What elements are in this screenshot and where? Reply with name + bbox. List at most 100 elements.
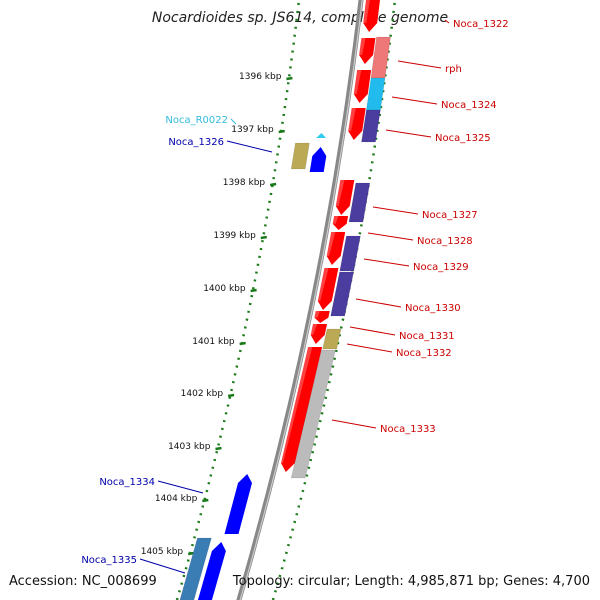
cog-block-purple (361, 109, 381, 143)
gene-leader-line (397, 60, 442, 69)
tick-label: 1401 kbp (192, 337, 235, 347)
gene-leader-line (139, 558, 186, 574)
gene-leader-line (157, 480, 204, 494)
gene-label: Noca_1329 (413, 262, 469, 273)
forward-gene-arrow (308, 324, 327, 344)
gene-shine (324, 232, 336, 256)
gene-leader-line (230, 118, 237, 125)
cog-block-purple (348, 182, 371, 223)
gene-arrow-body (332, 216, 349, 230)
gene-label: Noca_1324 (441, 100, 497, 111)
gene-shine (352, 70, 362, 94)
gene-label: Noca_1327 (422, 210, 478, 221)
gene-leader-line (226, 140, 273, 153)
gene-leader-line (363, 258, 410, 267)
gene-label: Noca_1331 (399, 331, 455, 342)
gene-arrow-body (197, 542, 226, 600)
gene-label: rph (445, 64, 462, 75)
gene-arrow-body (314, 311, 330, 323)
tick-label: 1396 kbp (239, 72, 282, 82)
gene-label: Noca_1335 (81, 555, 137, 566)
kbp-tick (202, 498, 209, 503)
gene-arrow-body (363, 0, 380, 32)
kbp-tick (269, 182, 277, 187)
gene-leader-line (391, 96, 438, 105)
gene-label: Noca_1325 (435, 133, 491, 144)
tick-label: 1397 kbp (231, 125, 274, 135)
gene-shine (357, 38, 366, 55)
gene-label: Noca_1332 (396, 348, 452, 359)
trna-marker (316, 133, 327, 138)
gene-shine (278, 347, 313, 463)
gene-leader-line (367, 232, 414, 241)
gene-shine (316, 268, 329, 301)
forward-gene-arrow (352, 70, 372, 103)
forward-gene-arrow (324, 232, 346, 265)
gene-label: Noca_R0022 (165, 115, 228, 126)
cog-block-purple (339, 235, 361, 272)
kbp-tick (239, 341, 246, 346)
forward-gene-arrow (316, 268, 339, 310)
gene-label: Noca_1326 (168, 137, 224, 148)
forward-gene-arrow (346, 108, 366, 140)
gene-arrow-body (353, 70, 372, 103)
gene-arrow-body (317, 268, 339, 310)
gene-shine (308, 324, 318, 335)
tick-label: 1403 kbp (168, 442, 211, 452)
kbp-tick (250, 288, 257, 293)
gene-arrow-body (281, 347, 323, 472)
gene-shine (362, 0, 370, 23)
forward-gene-arrow (331, 216, 349, 230)
kbp-tick (227, 393, 235, 398)
gene-arrow-body (309, 147, 327, 172)
gene-leader-line (355, 298, 402, 308)
cog-block-purple (330, 271, 354, 317)
tick-label: 1398 kbp (223, 178, 266, 188)
gene-leader-line (385, 129, 432, 138)
reverse-gene-arrow (309, 147, 327, 172)
accession-text: Accession: NC_008699 (9, 574, 157, 589)
gene-label: Noca_1333 (380, 424, 436, 435)
topology-text: Topology: circular; Length: 4,985,871 bp… (232, 574, 590, 589)
cog-block-grey (290, 349, 336, 479)
tick-label: 1399 kbp (213, 231, 256, 241)
forward-gene-arrow (334, 180, 355, 215)
forward-gene-arrow (278, 347, 323, 472)
gene-arrow-body (359, 38, 376, 64)
reverse-gene-arrow (224, 474, 252, 534)
gene-shine (334, 180, 345, 206)
gene-arrow-body (348, 108, 366, 140)
tick-label: 1402 kbp (181, 389, 224, 399)
kbp-tick (215, 446, 222, 451)
gene-leader-line (444, 19, 450, 24)
gene-arrow-body (310, 324, 327, 344)
gene-shine (346, 108, 356, 131)
reverse-gene-arrow (197, 542, 226, 600)
gene-leader-line (346, 343, 393, 353)
forward-gene-arrow (313, 311, 330, 323)
genome-backbone-highlight (239, 0, 363, 600)
gene-label: Noca_1330 (405, 303, 461, 314)
gene-leader-line (349, 326, 396, 336)
gene-shine (331, 216, 339, 224)
gene-leader-line (372, 206, 419, 215)
kbp-tick (260, 235, 267, 240)
cog-block-olive (322, 328, 342, 350)
tick-label: 1400 kbp (203, 284, 246, 294)
gene-label: Noca_1328 (417, 236, 473, 247)
gene-label: Noca_1322 (453, 19, 509, 30)
tick-label: 1405 kbp (141, 547, 184, 557)
gene-label: Noca_1334 (99, 477, 155, 488)
cog-block-blue (179, 537, 212, 600)
gene-shine (313, 311, 320, 318)
gene-arrow-body (335, 180, 355, 215)
gene-leader-line (331, 419, 377, 429)
tick-label: 1404 kbp (155, 494, 198, 504)
forward-gene-arrow (357, 38, 376, 64)
genome-backbone (236, 0, 364, 600)
kbp-tick (278, 129, 285, 134)
forward-gene-arrow (362, 0, 380, 32)
kbp-tick (286, 76, 293, 81)
